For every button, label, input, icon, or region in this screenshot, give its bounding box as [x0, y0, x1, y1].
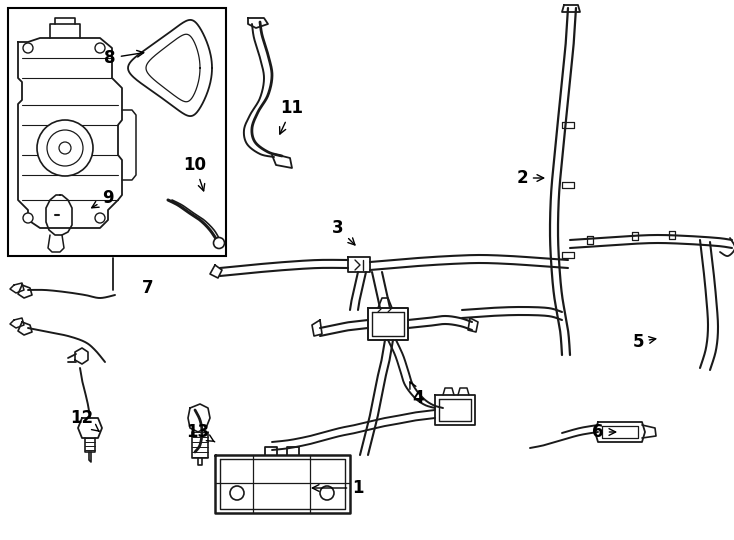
Circle shape: [37, 120, 93, 176]
Text: 4: 4: [410, 382, 424, 407]
Circle shape: [320, 486, 334, 500]
Text: 7: 7: [142, 279, 154, 297]
Text: 6: 6: [592, 423, 616, 441]
Circle shape: [47, 130, 83, 166]
Circle shape: [23, 43, 33, 53]
Circle shape: [95, 43, 105, 53]
Text: 13: 13: [186, 423, 215, 442]
Text: 5: 5: [632, 333, 655, 351]
Text: 3: 3: [333, 219, 355, 245]
Circle shape: [214, 238, 225, 248]
Text: 11: 11: [280, 99, 303, 134]
Bar: [8, 8, 226, 256]
Text: 1: 1: [313, 479, 364, 497]
Text: 2: 2: [516, 169, 544, 187]
Circle shape: [23, 213, 33, 223]
Text: 12: 12: [70, 409, 99, 431]
Text: 10: 10: [184, 156, 206, 191]
Circle shape: [230, 486, 244, 500]
Circle shape: [95, 213, 105, 223]
Circle shape: [59, 142, 71, 154]
Text: 8: 8: [104, 49, 144, 67]
Text: 9: 9: [92, 189, 114, 208]
